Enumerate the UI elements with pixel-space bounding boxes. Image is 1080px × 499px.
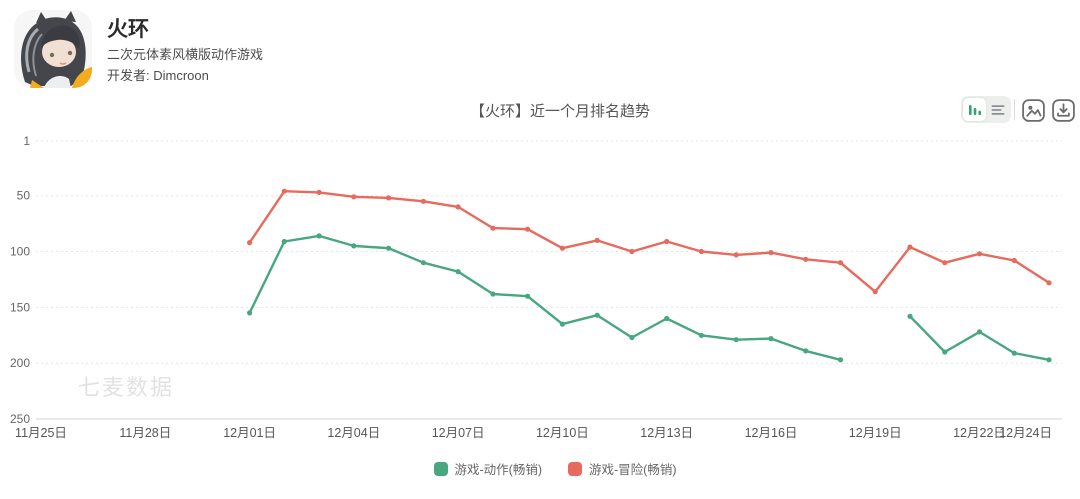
- svg-text:12月24日: 12月24日: [999, 426, 1052, 440]
- svg-text:50: 50: [17, 189, 31, 203]
- table-view-button[interactable]: [986, 98, 1009, 121]
- svg-text:200: 200: [10, 356, 30, 370]
- download-icon: [1052, 99, 1075, 122]
- list-icon: [991, 104, 1004, 115]
- chart-title: 【火环】近一个月排名趋势: [469, 103, 650, 120]
- bar-chart-icon: [968, 104, 981, 115]
- download-button[interactable]: [1051, 98, 1076, 123]
- legend-label: 游戏-冒险(畅销): [589, 463, 677, 477]
- svg-text:11月28日: 11月28日: [119, 426, 171, 440]
- legend-label: 游戏-动作(畅销): [454, 463, 543, 477]
- svg-text:1: 1: [23, 134, 30, 148]
- app-name: 火环: [107, 18, 149, 41]
- svg-text:12月04日: 12月04日: [327, 426, 380, 440]
- svg-text:12月19日: 12月19日: [849, 426, 902, 440]
- legend-swatch: [433, 461, 448, 476]
- svg-text:12月16日: 12月16日: [745, 426, 798, 440]
- export-image-button[interactable]: [1021, 98, 1046, 123]
- svg-text:12月07日: 12月07日: [432, 426, 485, 440]
- svg-text:150: 150: [10, 300, 30, 314]
- image-icon: [1022, 99, 1045, 122]
- svg-text:100: 100: [10, 245, 30, 259]
- toolbar-divider: [1014, 99, 1015, 120]
- svg-text:12月22日: 12月22日: [953, 426, 1006, 440]
- app-developer: 开发者: Dimcroon: [107, 68, 209, 83]
- legend-item-adventure[interactable]: 游戏-冒险(畅销): [568, 459, 677, 478]
- legend-swatch: [568, 461, 582, 476]
- chart-view-button[interactable]: [963, 98, 986, 121]
- svg-text:12月10日: 12月10日: [536, 426, 589, 440]
- view-toggle: [961, 96, 1011, 123]
- svg-text:12月13日: 12月13日: [640, 426, 693, 440]
- watermark: 七麦数据: [78, 375, 175, 400]
- svg-text:11月25日: 11月25日: [15, 426, 67, 440]
- legend-item-action[interactable]: 游戏-动作(畅销): [433, 459, 543, 478]
- legend: 游戏-动作(畅销) 游戏-冒险(畅销): [0, 459, 1080, 478]
- app-icon: [14, 10, 92, 88]
- svg-text:250: 250: [10, 412, 30, 426]
- anime-girl-icon: [14, 10, 92, 88]
- svg-text:12月01日: 12月01日: [223, 426, 276, 440]
- app-subtitle: 二次元体素风横版动作游戏: [107, 47, 264, 62]
